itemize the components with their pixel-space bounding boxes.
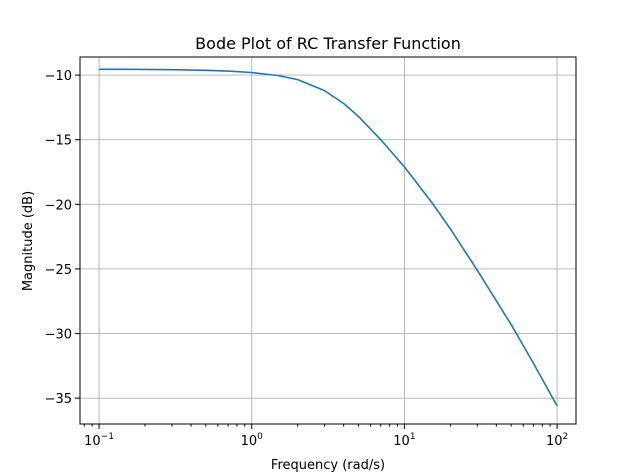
y-tick-label: −20 xyxy=(45,198,72,213)
y-tick-label: −15 xyxy=(45,134,72,149)
series-layer xyxy=(99,68,558,407)
magnitude-series-line xyxy=(99,68,558,407)
y-tick-label: −30 xyxy=(45,328,72,343)
x-tick-label: 102 xyxy=(546,432,568,449)
plot-frame xyxy=(79,56,577,425)
x-tick-label: 10−1 xyxy=(84,432,114,449)
grid-lines xyxy=(80,57,576,424)
y-tick-label: −25 xyxy=(45,263,72,278)
x-ticks: 10−1 100 101 102 xyxy=(83,424,568,449)
y-ticks: −10 −15 −20 −25 −30 −35 xyxy=(45,69,80,407)
x-tick-label: 101 xyxy=(393,432,415,449)
chart-title: Bode Plot of RC Transfer Function xyxy=(195,34,461,53)
x-axis-label: Frequency (rad/s) xyxy=(271,458,385,473)
y-tick-label: −10 xyxy=(45,69,72,84)
y-tick-label: −35 xyxy=(45,392,72,407)
x-tick-label: 100 xyxy=(241,432,264,449)
y-axis-label: Magnitude (dB) xyxy=(21,191,36,291)
